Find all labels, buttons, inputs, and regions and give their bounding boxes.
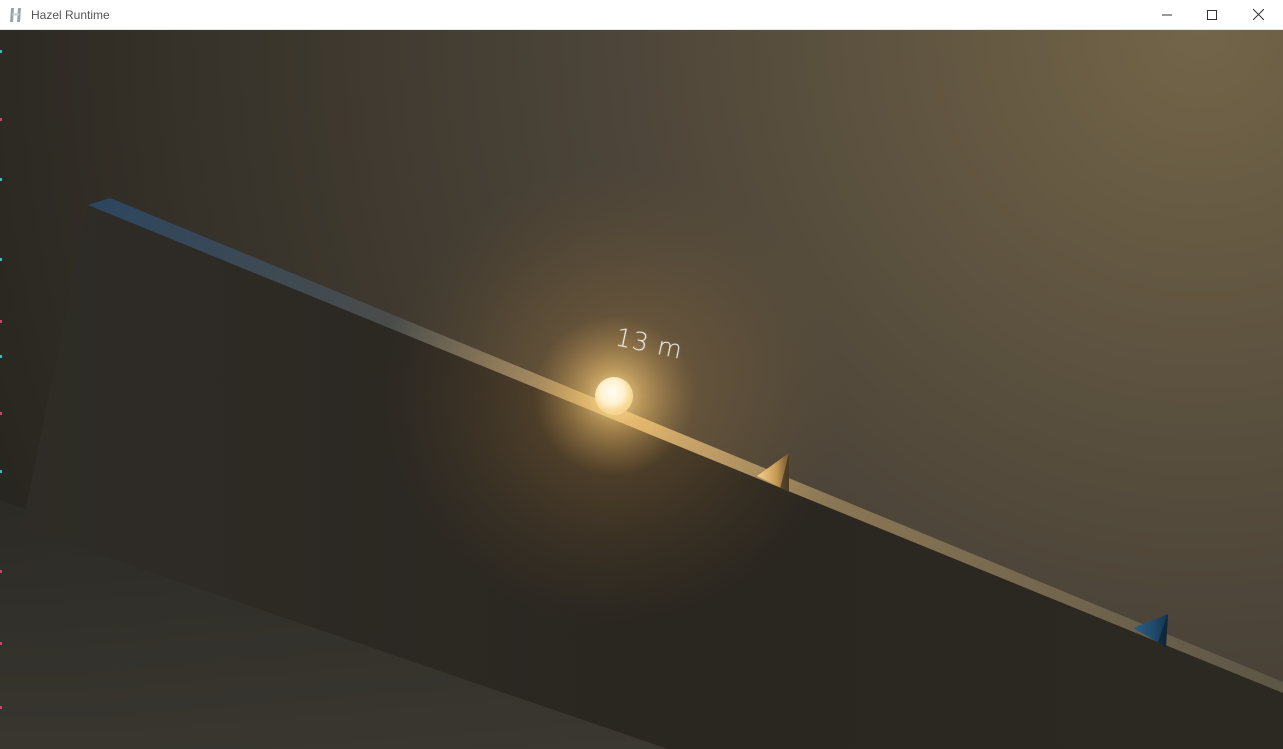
- viewport-edge-artifacts: [0, 30, 2, 749]
- close-icon: [1252, 9, 1264, 20]
- close-button[interactable]: [1235, 0, 1281, 29]
- title-bar[interactable]: Hazel Runtime: [0, 0, 1283, 30]
- minimize-icon: [1162, 10, 1172, 20]
- maximize-icon: [1207, 9, 1217, 20]
- hazel-logo-icon: [8, 7, 24, 23]
- maximize-button[interactable]: [1189, 0, 1235, 29]
- minimize-button[interactable]: [1144, 0, 1190, 29]
- game-viewport[interactable]: [0, 30, 1283, 749]
- window-title: Hazel Runtime: [31, 8, 110, 22]
- orange-cone-spike: [757, 453, 789, 492]
- glowing-ball: [595, 377, 633, 415]
